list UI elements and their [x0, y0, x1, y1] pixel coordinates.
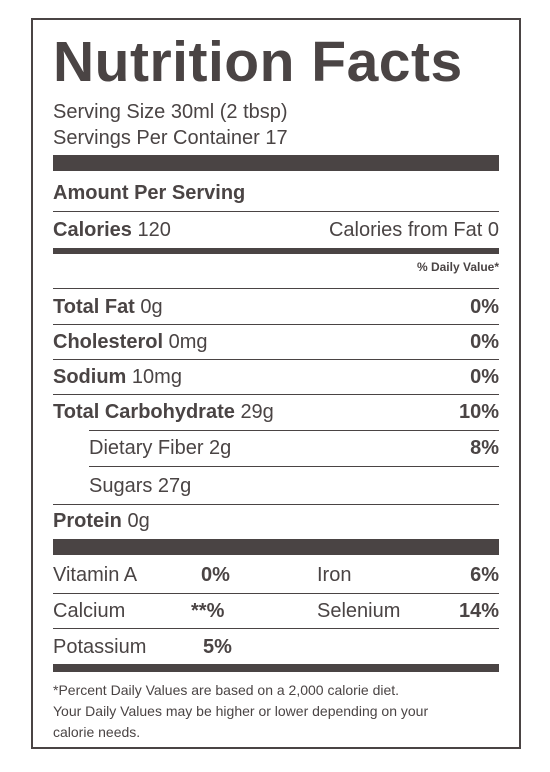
- medium-divider: [53, 664, 499, 672]
- calories-row: Calories 120 Calories from Fat 0: [53, 215, 499, 245]
- divider: [53, 211, 499, 212]
- servings-per-container: Servings Per Container 17: [53, 127, 288, 149]
- nutrient-label: Sugars 27g: [89, 475, 192, 497]
- divider: [53, 394, 499, 395]
- nutrient-daily-value: 0%: [470, 296, 499, 318]
- nutrient-label: Dietary Fiber 2g: [89, 437, 232, 459]
- divider: [53, 324, 499, 325]
- nutrient-label: Protein: [53, 510, 122, 532]
- footnote-line: calorie needs.: [53, 724, 141, 740]
- medium-divider: [53, 248, 499, 254]
- footnote-line: *Percent Daily Values are based on a 2,0…: [53, 682, 400, 698]
- serving-size: Serving Size 30ml (2 tbsp): [53, 101, 288, 123]
- thick-divider: [53, 539, 499, 555]
- divider: [89, 466, 499, 467]
- nutrient-amount: 0mg: [168, 331, 208, 353]
- vitamin-label-vitamin-a: Vitamin A: [53, 564, 138, 586]
- vitamin-label-selenium: Selenium: [317, 600, 401, 622]
- calories-value: 120: [137, 219, 171, 241]
- nutrient-row-total-fat: Total Fat 0g 0%: [53, 292, 499, 322]
- nutrient-row-cholesterol: Cholesterol 0mg 0%: [53, 327, 499, 357]
- daily-value-header: % Daily Value*: [416, 260, 499, 274]
- divider: [53, 628, 499, 629]
- vitamin-dv-vitamin-a: 0%: [201, 564, 230, 586]
- label-title: Nutrition Facts: [53, 30, 463, 94]
- vitamin-dv-potassium: 5%: [203, 636, 232, 658]
- divider: [53, 288, 499, 289]
- divider: [53, 359, 499, 360]
- footnote: *Percent Daily Values are based on a 2,0…: [53, 680, 499, 743]
- nutrient-daily-value: 8%: [470, 437, 499, 459]
- divider: [53, 593, 499, 594]
- nutrient-amount: 29g: [240, 401, 274, 423]
- nutrient-row-protein: Protein 0g: [53, 506, 499, 536]
- label-content: Nutrition Facts Serving Size 30ml (2 tbs…: [53, 20, 499, 747]
- calories-label: Calories: [53, 219, 132, 241]
- nutrient-row-sugars: Sugars 27g: [53, 471, 499, 501]
- vitamin-dv-selenium: 14%: [458, 600, 499, 622]
- vitamin-label-potassium: Potassium: [53, 636, 147, 658]
- nutrition-facts-label: Nutrition Facts Serving Size 30ml (2 tbs…: [31, 18, 521, 749]
- calories-from-fat: Calories from Fat 0: [328, 219, 499, 241]
- nutrient-label: Sodium: [53, 366, 127, 388]
- vitamin-dv-iron: 6%: [470, 564, 499, 586]
- nutrient-daily-value: 0%: [470, 366, 499, 388]
- nutrient-amount: 0g: [127, 510, 150, 532]
- footnote-line: Your Daily Values may be higher or lower…: [53, 703, 429, 719]
- nutrient-label: Total Carbohydrate: [53, 401, 235, 423]
- nutrient-row-dietary-fiber: Dietary Fiber 2g 8%: [53, 433, 499, 463]
- nutrient-amount: 0g: [140, 296, 163, 318]
- nutrient-label: Cholesterol: [53, 331, 164, 353]
- vitamin-label-iron: Iron: [317, 564, 352, 586]
- nutrient-daily-value: 0%: [470, 331, 499, 353]
- nutrient-amount: 10mg: [131, 366, 182, 388]
- nutrient-row-total-carbohydrate: Total Carbohydrate 29g 10%: [53, 397, 499, 427]
- vitamin-dv-calcium: **%: [191, 600, 225, 622]
- nutrient-label: Total Fat: [53, 296, 135, 318]
- divider: [89, 430, 499, 431]
- amount-per-serving: Amount Per Serving: [53, 182, 246, 204]
- thick-divider: [53, 155, 499, 171]
- nutrient-daily-value: 10%: [458, 401, 499, 423]
- vitamin-label-calcium: Calcium: [53, 600, 126, 622]
- divider: [53, 504, 499, 505]
- nutrient-row-sodium: Sodium 10mg 0%: [53, 362, 499, 392]
